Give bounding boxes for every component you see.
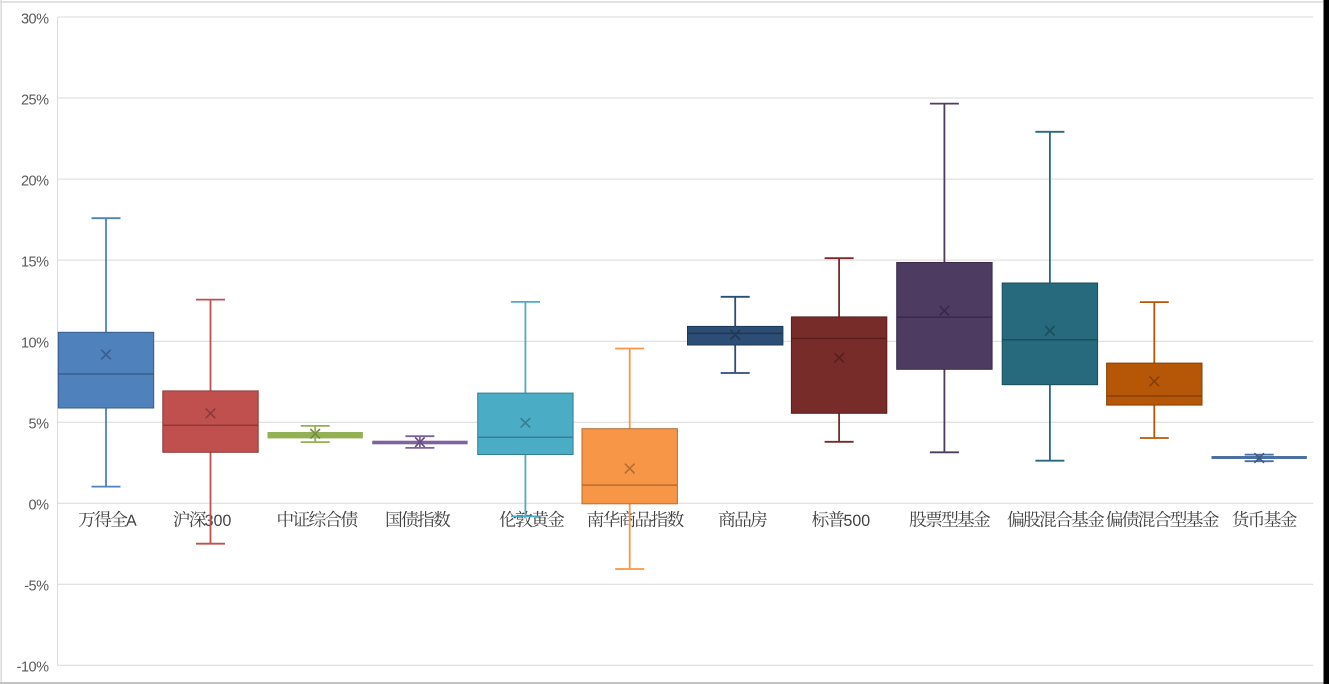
svg-text:15%: 15%	[21, 254, 49, 270]
svg-text:-10%: -10%	[17, 660, 49, 676]
svg-text:25%: 25%	[21, 92, 49, 108]
svg-text:0%: 0%	[29, 498, 50, 514]
svg-text:5%: 5%	[29, 417, 50, 433]
svg-text:20%: 20%	[21, 173, 49, 189]
svg-text:-5%: -5%	[24, 579, 49, 595]
svg-text:30%: 30%	[21, 11, 49, 27]
svg-text:10%: 10%	[21, 336, 49, 352]
